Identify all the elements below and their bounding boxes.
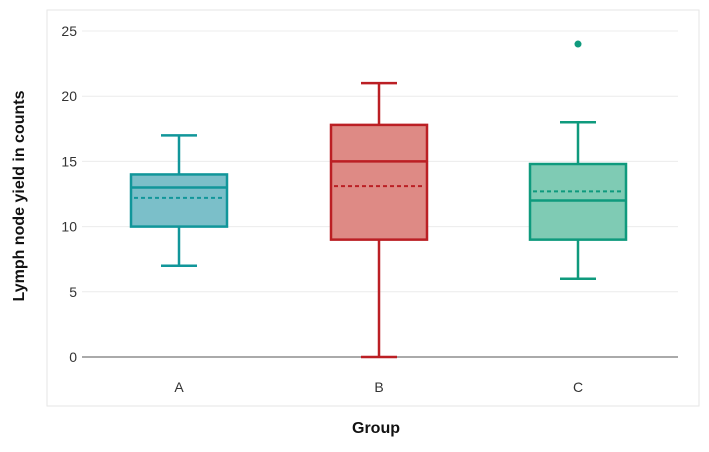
y-tick-label-0: 0 bbox=[69, 349, 77, 365]
box-group-b bbox=[329, 81, 429, 359]
boxes bbox=[129, 40, 628, 359]
iqr-box-c bbox=[528, 162, 628, 241]
box-group-c bbox=[528, 40, 628, 281]
box-group-a bbox=[129, 134, 229, 267]
x-tick-label-a: A bbox=[174, 379, 184, 395]
y-axis-ticks: 0 5 10 15 20 25 bbox=[61, 23, 77, 365]
x-tick-label-c: C bbox=[573, 379, 583, 395]
y-tick-label-5: 5 bbox=[69, 284, 77, 300]
y-axis-title: Lymph node yield in counts bbox=[11, 90, 28, 301]
x-axis-ticks: A B C bbox=[174, 379, 583, 395]
y-tick-label-10: 10 bbox=[61, 219, 77, 235]
y-tick-label-15: 15 bbox=[61, 153, 77, 169]
iqr-box-a bbox=[129, 173, 229, 228]
y-tick-label-25: 25 bbox=[61, 23, 77, 39]
outlier-point-c-0 bbox=[574, 40, 582, 48]
x-tick-label-b: B bbox=[374, 379, 383, 395]
iqr-box-b bbox=[329, 123, 429, 241]
y-tick-label-20: 20 bbox=[61, 88, 77, 104]
x-axis-title: Group bbox=[352, 420, 400, 437]
